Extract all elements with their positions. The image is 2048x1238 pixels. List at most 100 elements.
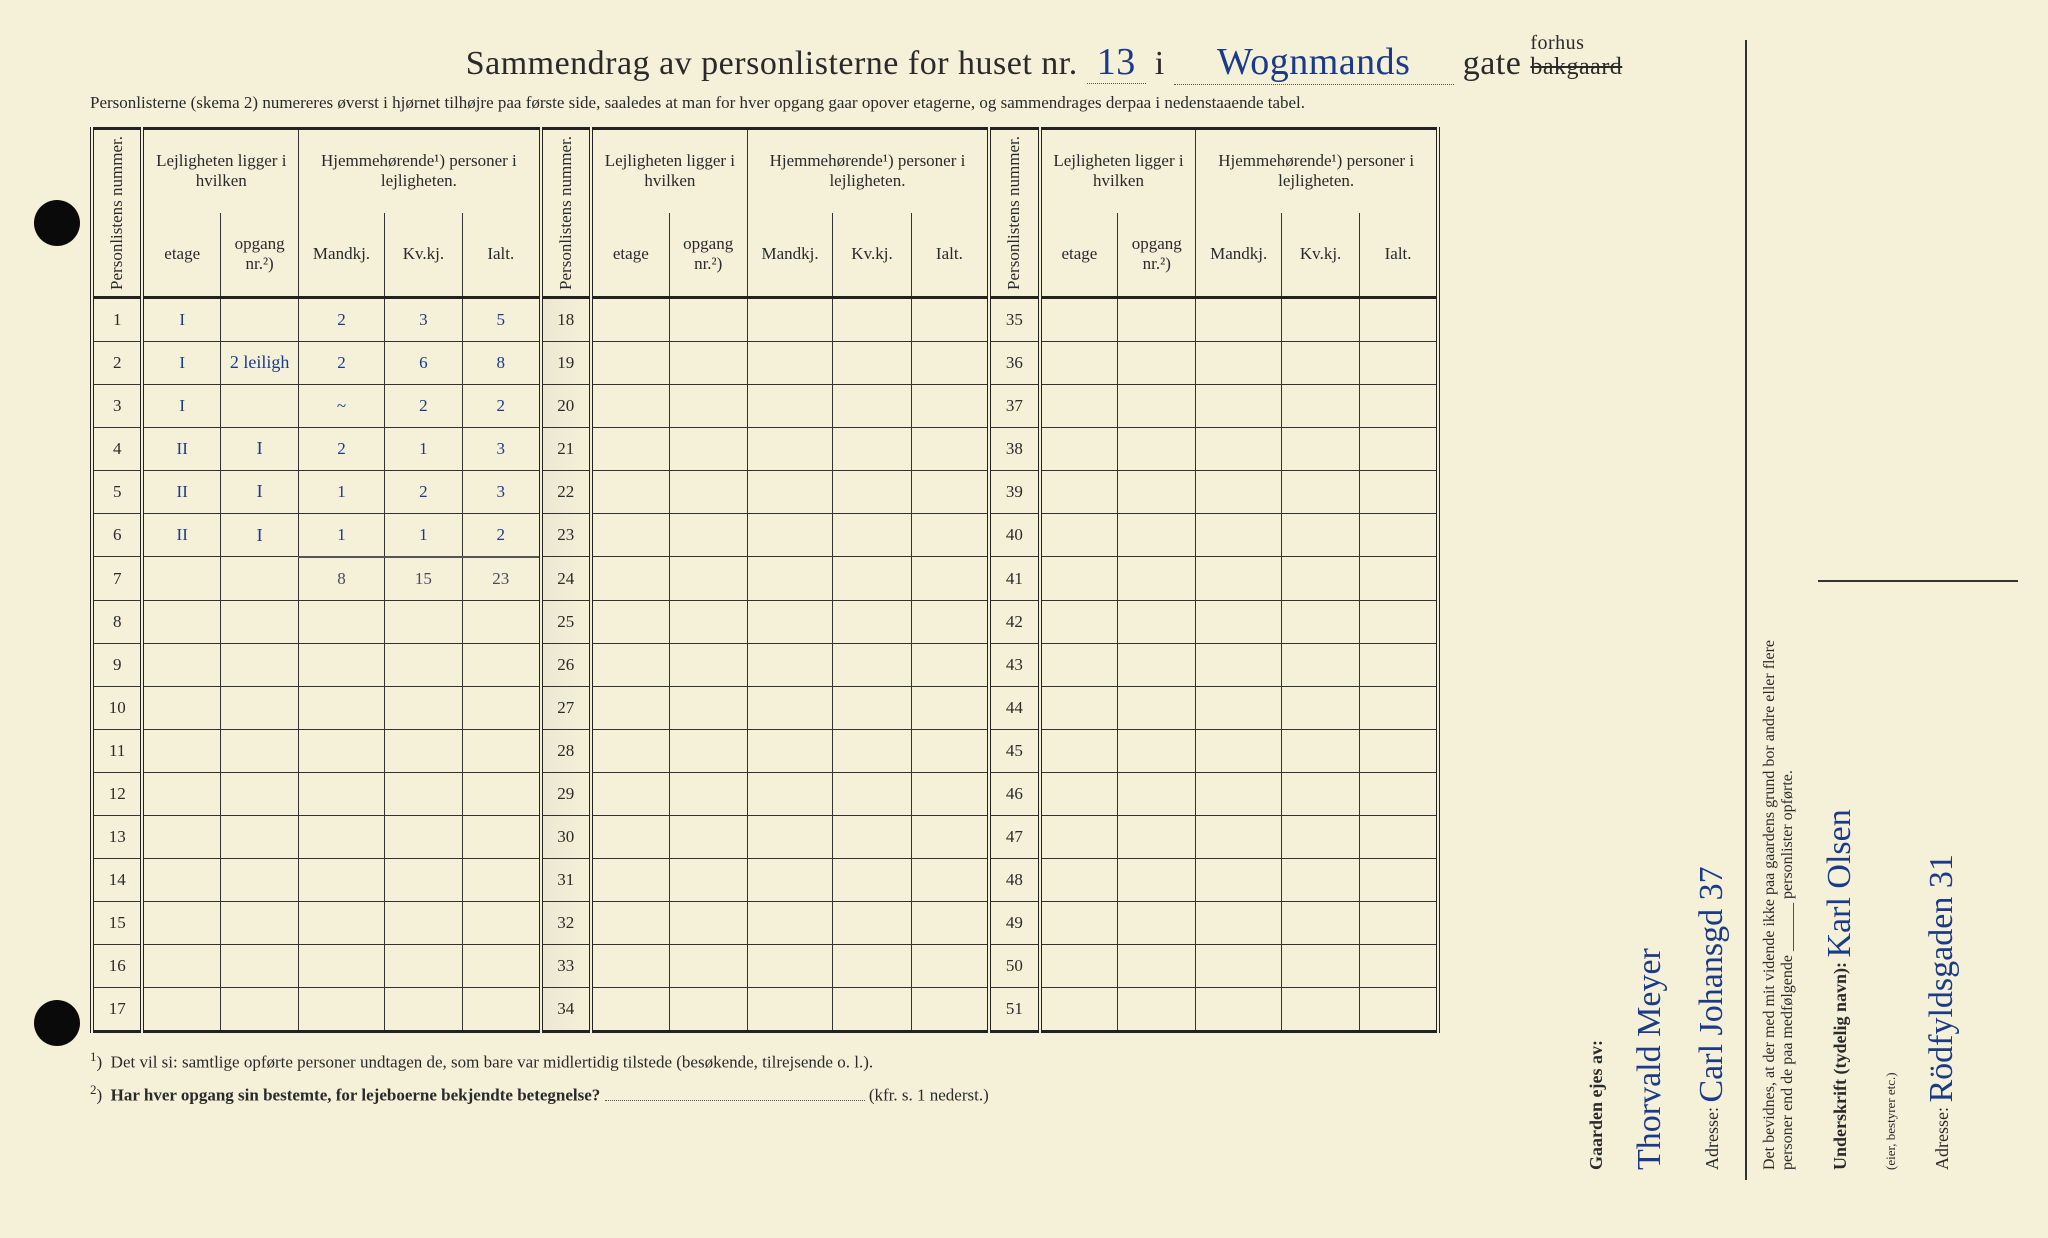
cell: 6 (92, 513, 142, 557)
cell: 2 (92, 341, 142, 384)
cell (669, 384, 747, 427)
col-lejlighet-3: Lejligheten ligger i hvilken (1040, 129, 1196, 213)
cell: 40 (989, 513, 1039, 557)
cell: 35 (989, 297, 1039, 341)
cell (591, 600, 669, 643)
cell (911, 901, 989, 944)
col-kv-3: Kv.kj. (1282, 213, 1360, 297)
cell (299, 600, 385, 643)
cell (1360, 513, 1438, 557)
cell (1282, 643, 1360, 686)
footnote-2: Har hver opgang sin bestemte, for lejebo… (111, 1086, 601, 1105)
cell (462, 600, 540, 643)
cell (591, 729, 669, 772)
cell (833, 341, 911, 384)
cell (221, 729, 299, 772)
cell (299, 815, 385, 858)
cell: 38 (989, 427, 1039, 470)
cell (1360, 600, 1438, 643)
cell (299, 686, 385, 729)
sign-addr: Rödfyldsgaden 31 (1923, 854, 1960, 1102)
cell (747, 987, 833, 1031)
cell (669, 297, 747, 341)
col-ialt-2: Ialt. (911, 213, 989, 297)
cell: 18 (541, 297, 591, 341)
cell: 15 (92, 901, 142, 944)
cell (462, 772, 540, 815)
cell (1040, 557, 1118, 601)
cell (911, 686, 989, 729)
cell (1282, 858, 1360, 901)
cell (911, 600, 989, 643)
cell (1282, 987, 1360, 1031)
cell (221, 815, 299, 858)
col-personlistens-2: Personlistens nummer. (541, 129, 591, 298)
cell: 22 (541, 470, 591, 513)
table-row: 3I~222037 (92, 384, 1438, 427)
cell (1118, 427, 1196, 470)
cell (221, 600, 299, 643)
cell (1360, 557, 1438, 601)
cell: I (221, 427, 299, 470)
cell (911, 297, 989, 341)
cell (462, 901, 540, 944)
cell (833, 600, 911, 643)
cell (299, 772, 385, 815)
cell (1196, 513, 1282, 557)
cell (1196, 297, 1282, 341)
cell: 8 (92, 600, 142, 643)
cell (1040, 600, 1118, 643)
cell (591, 341, 669, 384)
cell (747, 384, 833, 427)
cell (1360, 858, 1438, 901)
col-lejlighet-2: Lejligheten ligger i hvilken (591, 129, 747, 213)
col-kv: Kv.kj. (384, 213, 462, 297)
col-opgang-2: opgang nr.²) (669, 213, 747, 297)
cell (384, 643, 462, 686)
cell (1196, 729, 1282, 772)
cell (747, 513, 833, 557)
cell: 1 (384, 513, 462, 557)
owner-label: Gaarden ejes av: (1586, 1040, 1606, 1170)
cell: 2 (299, 297, 385, 341)
cell (462, 643, 540, 686)
cell (1360, 470, 1438, 513)
cell (1282, 729, 1360, 772)
cell: 48 (989, 858, 1039, 901)
cell: 2 (299, 427, 385, 470)
cell (911, 643, 989, 686)
cell: 2 (384, 384, 462, 427)
cell (1118, 729, 1196, 772)
cell (911, 470, 989, 513)
cell: 47 (989, 815, 1039, 858)
cell (1118, 858, 1196, 901)
col-kv-2: Kv.kj. (833, 213, 911, 297)
cell (833, 858, 911, 901)
cell (669, 858, 747, 901)
cell (911, 513, 989, 557)
cell (833, 901, 911, 944)
cell (1118, 557, 1196, 601)
cell (1282, 470, 1360, 513)
cell (669, 686, 747, 729)
attestation: Det bevidnes, at der med mit vidende ikk… (1761, 610, 1797, 1170)
cell: 3 (462, 470, 540, 513)
cell (384, 901, 462, 944)
col-etage-2: etage (591, 213, 669, 297)
cell (221, 987, 299, 1031)
cell: 23 (462, 557, 540, 601)
cell: 26 (541, 643, 591, 686)
cell (221, 858, 299, 901)
cell (1282, 384, 1360, 427)
cell (1282, 600, 1360, 643)
cell: 42 (989, 600, 1039, 643)
cell: 19 (541, 341, 591, 384)
cell (1196, 470, 1282, 513)
cell (462, 729, 540, 772)
cell (747, 297, 833, 341)
table-row: 1I2351835 (92, 297, 1438, 341)
cell: 30 (541, 815, 591, 858)
cell (1360, 297, 1438, 341)
footnote-1: Det vil si: samtlige opførte personer un… (111, 1053, 873, 1072)
cell (1040, 987, 1118, 1031)
